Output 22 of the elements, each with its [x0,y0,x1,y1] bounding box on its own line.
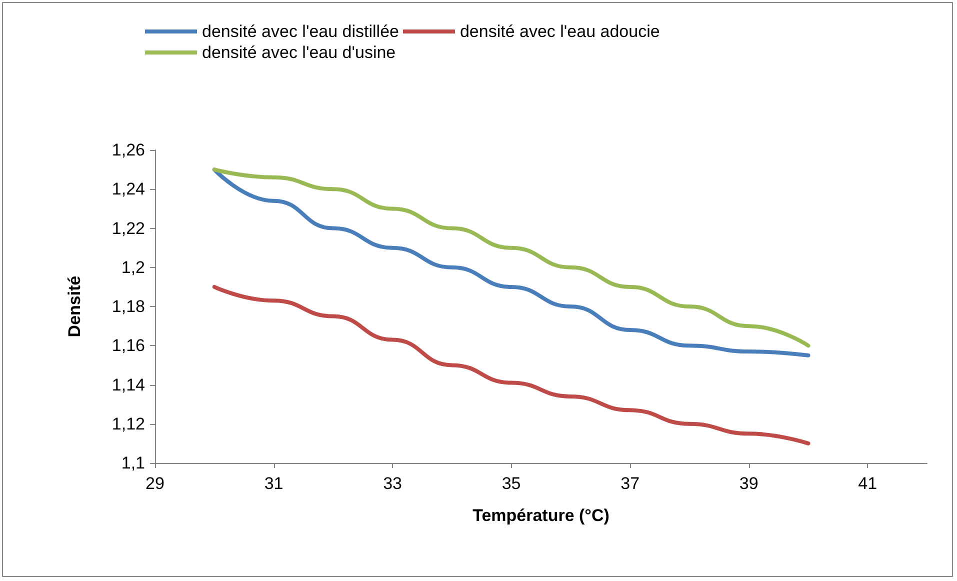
x-tick-label: 29 [146,474,164,493]
legend-label: densité avec l'eau adoucie [460,22,660,41]
y-tick-label: 1,1 [121,454,145,472]
legend-label: densité avec l'eau d'usine [202,43,396,62]
y-tick-label: 1,16 [112,336,145,356]
y-tick-label: 1,26 [112,140,145,160]
x-tick-label: 37 [620,474,640,493]
y-tick-label: 1,12 [112,414,145,434]
x-tick-label: 39 [739,474,758,493]
y-tick-label: 1,24 [112,180,145,199]
x-axis-title: Température (°C) [472,506,610,525]
y-tick-label: 1,2 [121,258,145,277]
x-tick-label: 33 [383,474,402,493]
y-axis-title: Densité [65,276,84,338]
x-tick-label: 35 [502,474,521,493]
y-tick-label: 1,18 [112,297,145,316]
x-tick-label: 41 [858,474,878,493]
line-series [212,284,810,446]
legend-label: densité avec l'eau distillée [202,22,399,41]
x-tick-label: 31 [264,474,284,493]
y-tick-label: 1,14 [112,375,145,394]
y-tick-label: 1,22 [112,218,145,238]
